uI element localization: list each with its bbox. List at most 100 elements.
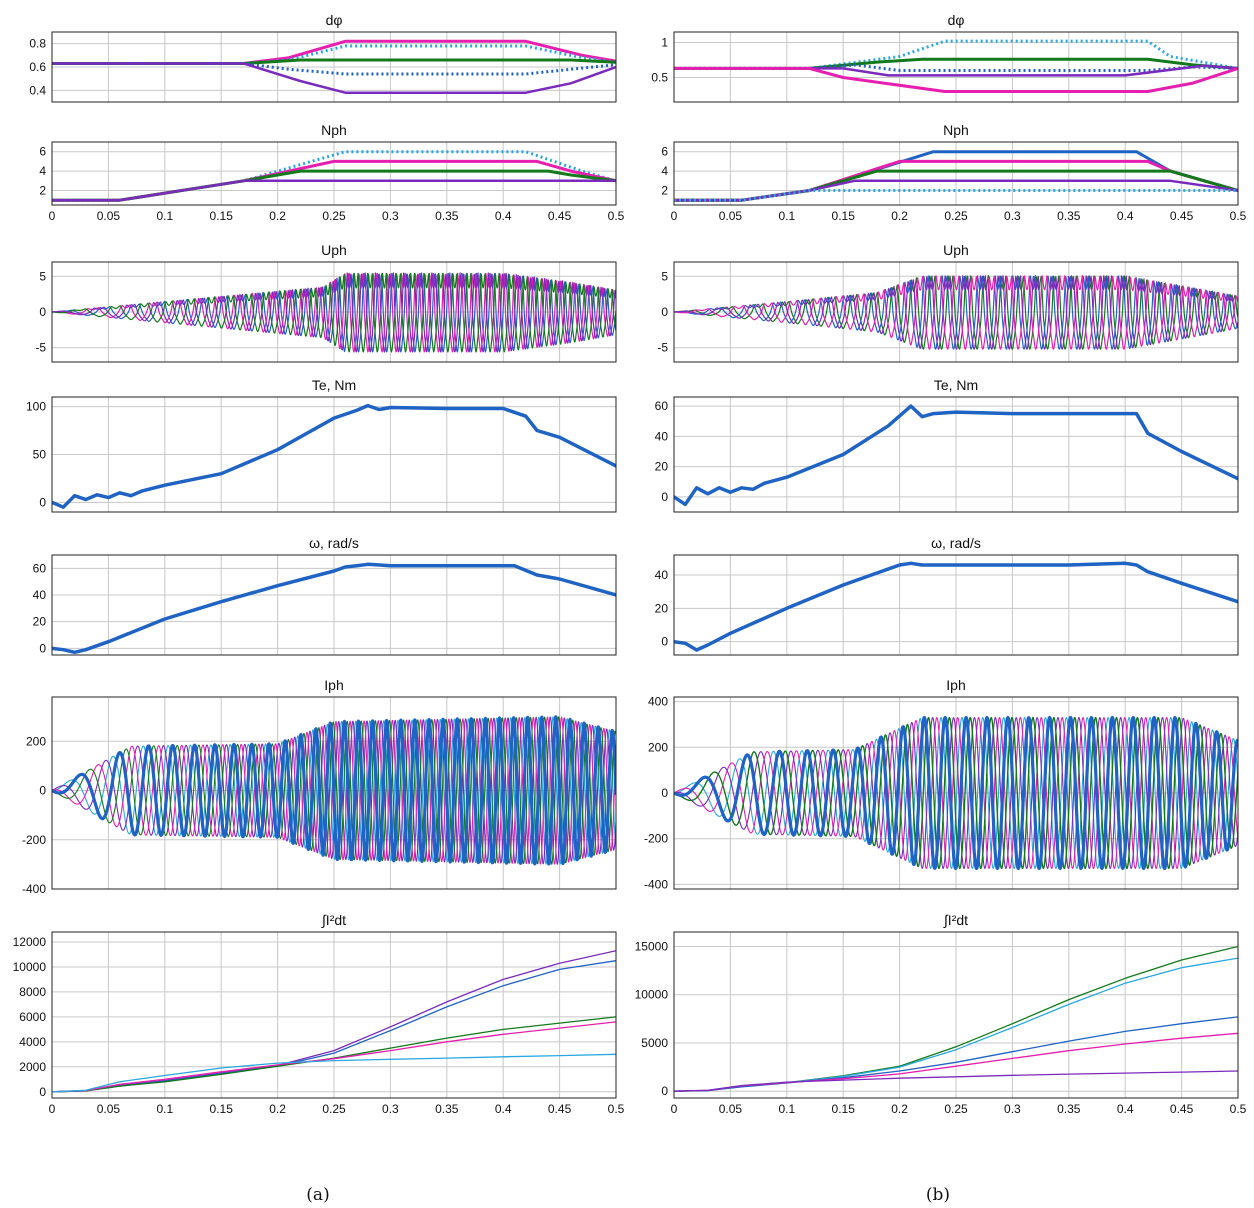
y-tick-label: 0 bbox=[661, 1084, 668, 1098]
y-tick-label: 0 bbox=[39, 305, 46, 319]
series-group bbox=[52, 562, 616, 655]
chart-title: Te, Nm bbox=[312, 377, 356, 393]
series-line-0 bbox=[52, 403, 616, 509]
chart-b-1: 2 4 6 0 0.05 0.1 0.15 0.2 0.25 0.3 0.35 0.4 0.45 0.5 N… bbox=[661, 122, 1246, 223]
chart-b-3: 0 20 40 60 Te, Nm bbox=[655, 377, 1239, 513]
plot-frame bbox=[673, 931, 1239, 1099]
series-group bbox=[674, 275, 1238, 350]
y-tick-label: 0.5 bbox=[651, 71, 668, 85]
series-group bbox=[52, 403, 616, 509]
y-tick-label: 2 bbox=[39, 183, 46, 197]
y-tick-label: 200 bbox=[648, 740, 668, 754]
plot-frame bbox=[51, 141, 617, 206]
plot-frame bbox=[673, 396, 1239, 513]
series-line-1 bbox=[674, 717, 1238, 869]
chart-title: ω, rad/s bbox=[931, 535, 981, 551]
chart-title: dφ bbox=[326, 12, 343, 28]
chart-title: Uph bbox=[321, 242, 347, 258]
y-tick-label: 0 bbox=[661, 786, 668, 800]
y-tick-label: 0 bbox=[661, 305, 668, 319]
x-tick-label: 0.05 bbox=[719, 1102, 743, 1116]
chart-title: ω, rad/s bbox=[309, 535, 359, 551]
x-tick-label: 0.45 bbox=[1170, 1102, 1194, 1116]
x-tick-label: 0.15 bbox=[832, 1102, 856, 1116]
x-tick-label: 0 bbox=[49, 209, 56, 223]
x-tick-label: 0.45 bbox=[1170, 209, 1194, 223]
y-tick-label: 10000 bbox=[635, 988, 669, 1002]
x-tick-label: 0.5 bbox=[608, 209, 625, 223]
y-tick-label: 1 bbox=[661, 36, 668, 50]
plot-frame bbox=[673, 141, 1239, 206]
y-tick-label: -5 bbox=[35, 341, 46, 355]
y-tick-label: 5 bbox=[39, 269, 46, 283]
x-tick-label: 0.4 bbox=[1117, 209, 1134, 223]
caption-a: (a) bbox=[306, 1185, 329, 1205]
series-line-4 bbox=[674, 716, 1238, 870]
y-tick-label: 0.6 bbox=[29, 60, 46, 74]
chart-b-2: -5 0 5 Uph bbox=[657, 242, 1239, 363]
plot-frame bbox=[673, 554, 1239, 656]
chart-a-2: -5 0 5 Uph bbox=[35, 242, 617, 363]
series-group bbox=[674, 716, 1238, 870]
x-tick-label: 0.4 bbox=[1117, 1102, 1134, 1116]
plot-frame bbox=[51, 261, 617, 363]
y-tick-label: 40 bbox=[655, 568, 669, 582]
series-line-4 bbox=[674, 189, 1238, 202]
y-tick-label: 6000 bbox=[19, 1010, 46, 1024]
y-tick-label: 10000 bbox=[13, 960, 47, 974]
series-line-4 bbox=[52, 1053, 616, 1093]
series-line-4 bbox=[674, 66, 1238, 93]
y-tick-label: 0.8 bbox=[29, 37, 46, 51]
chart-b-4: 0 20 40 ω, rad/s bbox=[655, 535, 1239, 656]
x-tick-label: 0.1 bbox=[156, 1102, 173, 1116]
series-line-1 bbox=[674, 275, 1238, 350]
x-tick-label: 0.35 bbox=[435, 1102, 459, 1116]
x-tick-label: 0.15 bbox=[210, 1102, 234, 1116]
chart-a-1: 2 4 6 0 0.05 0.1 0.15 0.2 0.25 0.3 0.35 0.4 0.45 0.5 N… bbox=[39, 122, 624, 223]
y-tick-label: -200 bbox=[644, 832, 668, 846]
x-tick-label: 0.1 bbox=[778, 209, 795, 223]
chart-a-5: -400 -200 0 200 Iph bbox=[22, 677, 617, 896]
plot-frame bbox=[51, 696, 617, 890]
chart-b-6: 0 5000 10000 15000 0 0.05 0.1 0.15 0.2 0.25 0.3 0.3… bbox=[635, 912, 1247, 1116]
x-tick-label: 0.3 bbox=[1004, 209, 1021, 223]
x-tick-label: 0 bbox=[49, 1102, 56, 1116]
series-group bbox=[674, 404, 1238, 507]
x-tick-label: 0.2 bbox=[891, 1102, 908, 1116]
x-tick-label: 0.5 bbox=[1230, 209, 1247, 223]
y-tick-label: 0 bbox=[39, 784, 46, 798]
x-tick-label: 0.3 bbox=[382, 209, 399, 223]
series-group bbox=[674, 39, 1238, 93]
series-line-0 bbox=[674, 404, 1238, 507]
x-tick-label: 0.25 bbox=[322, 209, 346, 223]
y-tick-label: 5 bbox=[661, 269, 668, 283]
chart-title: ∫I²dt bbox=[943, 912, 968, 928]
y-tick-label: 6 bbox=[39, 145, 46, 159]
y-tick-label: 0 bbox=[661, 490, 668, 504]
x-tick-label: 0.05 bbox=[97, 209, 121, 223]
x-tick-label: 0.4 bbox=[495, 209, 512, 223]
plot-frame bbox=[673, 31, 1239, 103]
x-tick-label: 0.35 bbox=[1057, 1102, 1081, 1116]
plot-frame bbox=[51, 554, 617, 656]
y-tick-label: 2000 bbox=[19, 1060, 46, 1074]
plot-frame bbox=[51, 31, 617, 103]
x-tick-label: 0.3 bbox=[382, 1102, 399, 1116]
series-line-0 bbox=[52, 272, 616, 353]
y-tick-label: 0 bbox=[39, 495, 46, 509]
x-tick-label: 0.2 bbox=[269, 1102, 286, 1116]
x-tick-label: 0.2 bbox=[269, 209, 286, 223]
y-tick-label: 60 bbox=[655, 399, 669, 413]
plot-frame bbox=[673, 261, 1239, 363]
y-tick-label: 15000 bbox=[635, 939, 669, 953]
series-line-3 bbox=[674, 275, 1238, 350]
x-tick-label: 0 bbox=[671, 1102, 678, 1116]
series-line-3 bbox=[52, 272, 616, 353]
chart-title: Iph bbox=[324, 677, 343, 693]
y-tick-label: 4 bbox=[661, 164, 668, 178]
chart-title: Te, Nm bbox=[934, 377, 978, 393]
y-tick-label: 0.4 bbox=[29, 83, 46, 97]
series-line-0 bbox=[674, 561, 1238, 652]
series-line-0 bbox=[674, 717, 1238, 869]
